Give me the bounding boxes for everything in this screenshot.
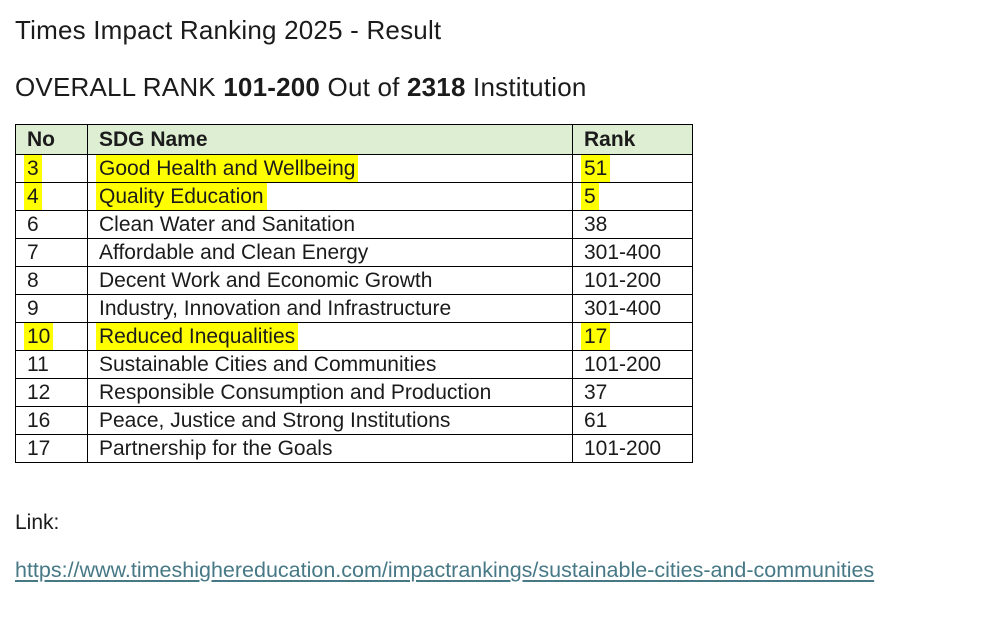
subtitle-segment: Out of (320, 71, 407, 102)
cell-sdg-name: Peace, Justice and Strong Institutions (87, 406, 573, 435)
cell-no: 17 (15, 434, 88, 463)
cell-rank: 101-200 (572, 266, 693, 295)
column-header-rank: Rank (572, 124, 693, 155)
table-row: 11 Sustainable Cities and Communities 101-… (15, 350, 693, 379)
highlighted-text: Reduced Inequalities (96, 323, 299, 350)
table-row: 12 Responsible Consumption and Production… (15, 378, 693, 407)
table-row: 16 Peace, Justice and Strong Institutions… (15, 406, 693, 435)
table-row: 9 Industry, Innovation and Infrastructure… (15, 294, 693, 323)
cell-rank: 101-200 (572, 350, 693, 379)
cell-sdg-name: Responsible Consumption and Production (87, 378, 573, 407)
table-row: 3 Good Health and Wellbeing 51 (15, 154, 693, 183)
table-row: 7 Affordable and Clean Energy 301-400 (15, 238, 693, 267)
table-row: 8 Decent Work and Economic Growth 101-200 (15, 266, 693, 295)
cell-rank: 301-400 (572, 294, 693, 323)
cell-sdg-name: Quality Education (87, 182, 573, 211)
table-body: 3 Good Health and Wellbeing 51 4 Quality Edu… (15, 154, 693, 463)
ranking-link[interactable]: https://www.timeshighereducation.com/imp… (15, 558, 875, 583)
subtitle-segment: 2318 (406, 71, 466, 102)
table-header-row: No SDG Name Rank (15, 124, 693, 155)
cell-rank: 61 (572, 406, 693, 435)
cell-no: 12 (15, 378, 88, 407)
cell-no: 7 (15, 238, 88, 267)
highlighted-text: Quality Education (96, 183, 267, 210)
column-header-sdg-name: SDG Name (87, 124, 573, 155)
highlighted-text: Good Health and Wellbeing (96, 155, 359, 182)
sdg-rank-table: No SDG Name Rank 3 Good Health and Wellbe… (15, 124, 693, 463)
highlighted-text: 17 (581, 323, 611, 350)
cell-no: 6 (15, 210, 88, 239)
highlighted-text: 5 (581, 183, 599, 210)
cell-sdg-name: Partnership for the Goals (87, 434, 573, 463)
cell-rank: 37 (572, 378, 693, 407)
cell-no: 11 (15, 350, 88, 379)
page-title: Times Impact Ranking 2025 - Result (15, 15, 442, 45)
column-header-no: No (15, 124, 88, 155)
cell-no: 3 (15, 154, 88, 183)
table-row: 6 Clean Water and Sanitation 38 (15, 210, 693, 239)
cell-sdg-name: Clean Water and Sanitation (87, 210, 573, 239)
table-row: 17 Partnership for the Goals 101-200 (15, 434, 693, 463)
cell-no: 10 (15, 322, 88, 351)
highlighted-text: 10 (24, 323, 54, 350)
cell-no: 9 (15, 294, 88, 323)
cell-rank: 17 (572, 322, 693, 351)
cell-rank: 101-200 (572, 434, 693, 463)
cell-no: 16 (15, 406, 88, 435)
cell-sdg-name: Decent Work and Economic Growth (87, 266, 573, 295)
cell-sdg-name: Industry, Innovation and Infrastructure (87, 294, 573, 323)
table-row: 4 Quality Education 5 (15, 182, 693, 211)
cell-rank: 301-400 (572, 238, 693, 267)
highlighted-text: 4 (24, 183, 42, 210)
subtitle-segment: OVERALL RANK (15, 71, 224, 102)
highlighted-text: 3 (24, 155, 42, 182)
cell-sdg-name: Good Health and Wellbeing (87, 154, 573, 183)
cell-rank: 38 (572, 210, 693, 239)
cell-rank: 5 (572, 182, 693, 211)
cell-no: 8 (15, 266, 88, 295)
overall-rank-line: OVERALL RANK 101-200 Out of 2318 Institu… (15, 71, 972, 104)
cell-sdg-name: Affordable and Clean Energy (87, 238, 573, 267)
link-label: Link: (15, 511, 60, 534)
highlighted-text: 51 (581, 155, 611, 182)
table-row: 10 Reduced Inequalities 17 (15, 322, 693, 351)
cell-rank: 51 (572, 154, 693, 183)
subtitle-segment: 101-200 (223, 71, 321, 102)
cell-sdg-name: Reduced Inequalities (87, 322, 573, 351)
cell-no: 4 (15, 182, 88, 211)
cell-sdg-name: Sustainable Cities and Communities (87, 350, 573, 379)
subtitle-segment: Institution (465, 71, 587, 102)
